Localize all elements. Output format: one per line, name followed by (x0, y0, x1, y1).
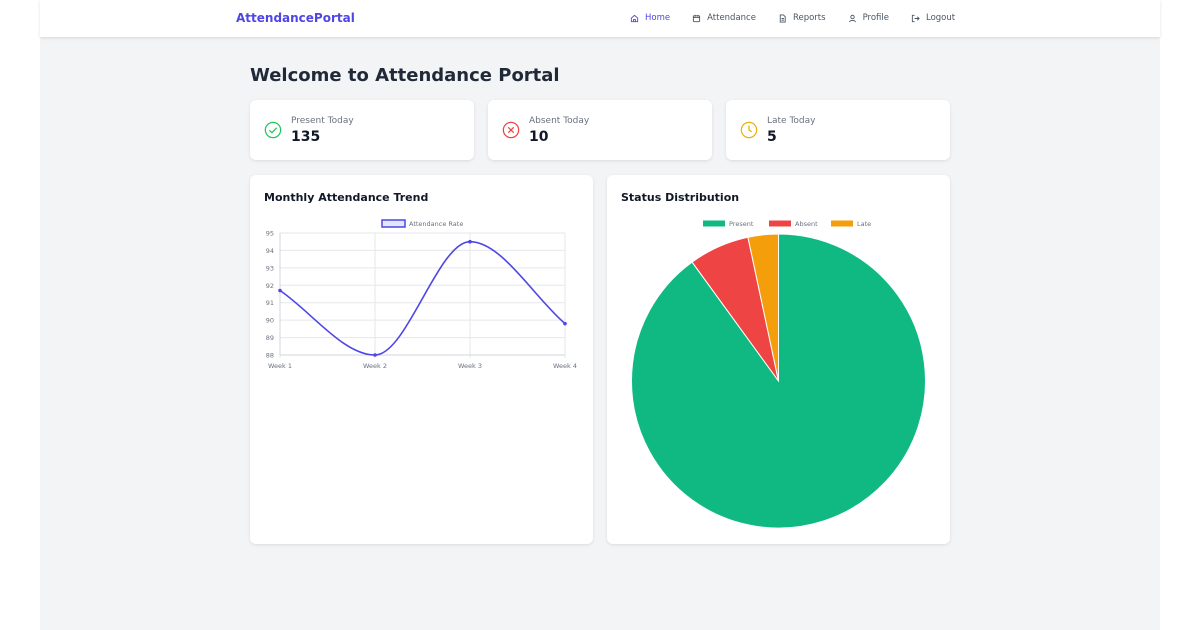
stat-value: 5 (767, 129, 777, 145)
y-tick-label: 95 (266, 230, 274, 238)
trend-panel: Monthly Attendance Trend 88 89 90 91 92 93 94 9… (250, 175, 593, 544)
line-chart: 88 89 90 91 92 93 94 95 Week 1 Week 2 Week 3 Week 4… (266, 219, 577, 370)
series-line (279, 240, 566, 356)
y-tick-label: 93 (266, 264, 274, 272)
navbar: AttendancePortal Home Attendance Reports (40, 0, 1160, 37)
home-icon (630, 14, 639, 22)
nav-item-attendance[interactable]: Attendance (692, 13, 756, 23)
stat-value: 135 (291, 129, 321, 145)
distribution-title: Status Distribution (621, 191, 740, 204)
nav-label-logout: Logout (926, 13, 956, 23)
distribution-panel: Status Distribution Present Absent Late (607, 175, 950, 544)
logout-icon (911, 14, 920, 22)
nav-label-attendance: Attendance (707, 13, 756, 23)
y-tick-label: 91 (266, 299, 274, 307)
legend-swatch (831, 220, 853, 227)
stat-card-absent: Absent Today 10 (488, 100, 712, 160)
stat-value: 10 (529, 129, 549, 145)
nav-item-home[interactable]: Home (630, 13, 670, 23)
legend-label: Attendance Rate (409, 220, 463, 228)
brand-logo[interactable]: AttendancePortal (236, 11, 355, 25)
stat-label: Late Today (767, 116, 816, 126)
x-tick-label: Week 3 (458, 362, 482, 370)
y-tick-label: 92 (266, 282, 274, 290)
data-point (563, 321, 567, 326)
pie-slice (747, 233, 779, 382)
pie-chart: Present Absent Late (631, 220, 926, 529)
y-tick-label: 89 (266, 334, 274, 342)
document-icon (779, 13, 786, 23)
stat-card-late: Late Today 5 (726, 100, 950, 160)
data-point (278, 288, 282, 293)
x-tick-label: Week 1 (268, 362, 292, 370)
stat-card-present: Present Today 135 (250, 100, 474, 160)
nav-label-home: Home (645, 13, 671, 23)
legend-label: Late (857, 220, 871, 228)
page-title: Welcome to Attendance Portal (250, 65, 560, 86)
y-tick-label: 88 (266, 352, 274, 360)
calendar-icon (693, 14, 701, 22)
check-circle-icon (264, 121, 282, 139)
nav-menu: Home Attendance Reports Profile (630, 13, 977, 23)
legend: Attendance Rate (381, 219, 463, 228)
legend-label: Absent (795, 220, 818, 228)
trend-title: Monthly Attendance Trend (264, 191, 429, 204)
nav-label-profile: Profile (862, 13, 889, 23)
x-tick-label: Week 4 (553, 362, 577, 370)
y-tick-label: 94 (266, 247, 274, 255)
clock-icon (740, 121, 758, 139)
x-circle-icon (502, 121, 520, 139)
nav-label-reports: Reports (792, 13, 826, 23)
nav-item-profile[interactable]: Profile (848, 13, 889, 23)
x-tick-label: Week 2 (363, 362, 387, 370)
stat-label: Absent Today (529, 116, 590, 126)
page-background: AttendancePortal Home Attendance Reports (40, 0, 1160, 630)
data-point (468, 239, 472, 244)
nav-item-logout[interactable]: Logout (911, 13, 955, 23)
legend-swatch (769, 220, 791, 227)
nav-item-reports[interactable]: Reports (778, 13, 826, 23)
legend-swatch (381, 219, 406, 228)
legend-swatch (703, 220, 725, 227)
user-icon (848, 14, 856, 22)
legend-label: Present (729, 220, 754, 228)
stat-label: Present Today (291, 116, 354, 126)
data-point (373, 353, 377, 357)
y-tick-label: 90 (266, 317, 274, 325)
